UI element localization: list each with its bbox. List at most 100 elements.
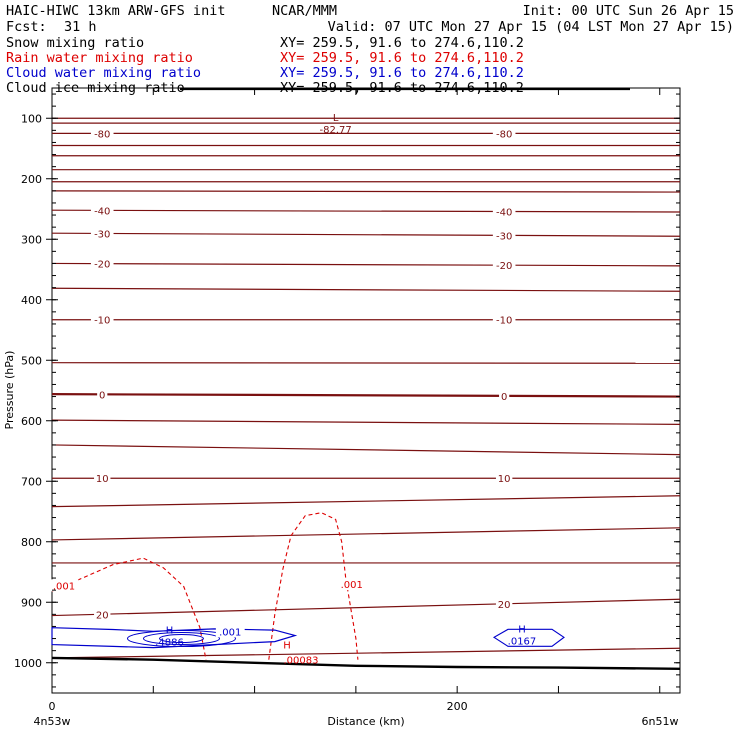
isotherm-label: -10 [496, 316, 512, 327]
y-tick-label: 200 [21, 173, 42, 186]
rain-contour [51, 557, 207, 660]
x-axis-label: Distance (km) [327, 715, 404, 728]
isotherm-label: -30 [94, 229, 110, 240]
isotherm-line [51, 495, 681, 508]
isotherm-label: 20 [498, 600, 511, 611]
y-tick-label: 1000 [14, 657, 42, 670]
isotherm-line [51, 232, 681, 237]
field-xy: XY= 259.5, 91.6 to 274.6,110.2 [280, 35, 524, 51]
extremum-value: .4886 [155, 638, 184, 649]
isotherm-line [51, 647, 681, 659]
cloud-contour [51, 627, 298, 649]
isotherm-label: -30 [496, 231, 512, 242]
y-tick-label: 500 [21, 354, 42, 367]
isotherm-label-bg [90, 313, 114, 326]
isotherm-label: 10 [96, 474, 109, 485]
rain-contour-label-bg [337, 578, 367, 591]
isotherm-line [51, 527, 681, 541]
isotherm-label-bg [90, 204, 114, 217]
isotherm-label: 0 [501, 392, 507, 403]
isotherm-label: -80 [94, 129, 110, 140]
isotherm-label: -20 [496, 261, 512, 272]
isotherm-label-bg [492, 259, 516, 272]
isotherm-label-bg [492, 229, 516, 242]
right-endpoint: 6n51w [642, 715, 679, 728]
isotherm-line [51, 393, 681, 398]
isotherm-label: 20 [96, 610, 109, 621]
isotherm-label-bg [492, 127, 516, 140]
isotherm-line [51, 419, 681, 425]
field-xy: XY= 259.5, 91.6 to 274.6,110.2 [280, 50, 524, 66]
isotherm-label: 0 [99, 390, 105, 401]
cloud-contour-label-bg [215, 625, 245, 638]
extremum-value: .0167 [508, 636, 537, 647]
y-tick-label: 100 [21, 112, 42, 125]
cloud-inner-contour [126, 630, 236, 648]
isotherm-label-bg [90, 227, 114, 240]
field-name: Cloud water mixing ratio [6, 65, 201, 81]
field-name: Snow mixing ratio [6, 35, 144, 51]
isotherm-label: 10 [498, 474, 511, 485]
isotherm-line [51, 262, 681, 267]
y-tick-label: 700 [21, 475, 42, 488]
isotherm-line [51, 190, 681, 193]
isotherm-label-bg [492, 205, 516, 218]
cloud-inner-contour [142, 632, 220, 646]
cloud-inner-contour [158, 634, 204, 644]
extremum-marker: H [166, 626, 174, 637]
isotherm-label: -10 [94, 316, 110, 327]
cloud-contour-label: .001 [219, 627, 241, 638]
isotherm-label-bg [97, 388, 108, 401]
org-label: NCAR/MMM [272, 3, 337, 19]
isotherm-line [51, 598, 681, 617]
isotherm-label: -40 [94, 206, 110, 217]
isotherm-label: -40 [496, 208, 512, 219]
isotherm-line [51, 287, 681, 292]
fields-legend: Snow mixing ratio XY= 259.5, 91.6 to 274.… [6, 35, 524, 96]
y-tick-label: 600 [21, 415, 42, 428]
y-axis-label: Pressure (hPa) [3, 351, 16, 430]
extremum-marker: H [518, 624, 526, 635]
x-tick-label: 0 [49, 700, 56, 713]
isotherm-label-bg [499, 389, 510, 402]
isotherm-label-bg [90, 127, 114, 140]
valid-time: Valid: 07 UTC Mon 27 Apr 15 (04 LST Mon … [328, 19, 734, 35]
cloud-contours: .001 [51, 625, 565, 649]
extremum-marker: L [333, 113, 339, 124]
field-name: Rain water mixing ratio [6, 50, 193, 66]
model-title: HAIC-HIWC 13km ARW-GFS init [6, 3, 225, 19]
isotherm-label-bg [495, 472, 513, 485]
temperature-isotherms: -80 -80 -40 -40 -30 -30 -20 -20 -10 -10 0 0 10 10 20 20 [51, 117, 681, 659]
fcst-label: Fcst: [6, 19, 47, 35]
isotherm-line [51, 444, 681, 456]
isotherm-label-bg [90, 257, 114, 270]
fcst-value: 31 h [64, 19, 97, 35]
y-tick-label: 400 [21, 294, 42, 307]
rain-contour-label: .001 [53, 581, 75, 592]
left-endpoint: 4n53w [34, 715, 71, 728]
rain-contours: .001 .001 [49, 512, 367, 660]
rain-contour [268, 512, 359, 660]
x-tick-label: 200 [447, 700, 468, 713]
extremum-value: .00083 [283, 656, 318, 667]
isotherm-line [51, 362, 681, 364]
y-tick-label: 300 [21, 233, 42, 246]
field-xy: XY= 259.5, 91.6 to 274.6,110.2 [280, 65, 524, 81]
isotherm-label-bg [94, 608, 111, 621]
extremum-marker: H [283, 641, 291, 652]
isotherm-label-bg [492, 313, 516, 326]
rain-contour-label-bg [49, 579, 79, 592]
isotherm-label: -20 [94, 260, 110, 271]
rain-contour-label: .001 [341, 580, 363, 591]
y-tick-label: 800 [21, 536, 42, 549]
isotherm-label-bg [94, 472, 111, 485]
y-tick-label: 900 [21, 596, 42, 609]
isotherm-label-bg [495, 597, 513, 610]
init-time: Init: 00 UTC Sun 26 Apr 15 [523, 3, 734, 19]
extremum-value: -82.77 [319, 125, 351, 136]
cloud-contour-small [492, 628, 565, 647]
terrain-line [51, 656, 681, 670]
